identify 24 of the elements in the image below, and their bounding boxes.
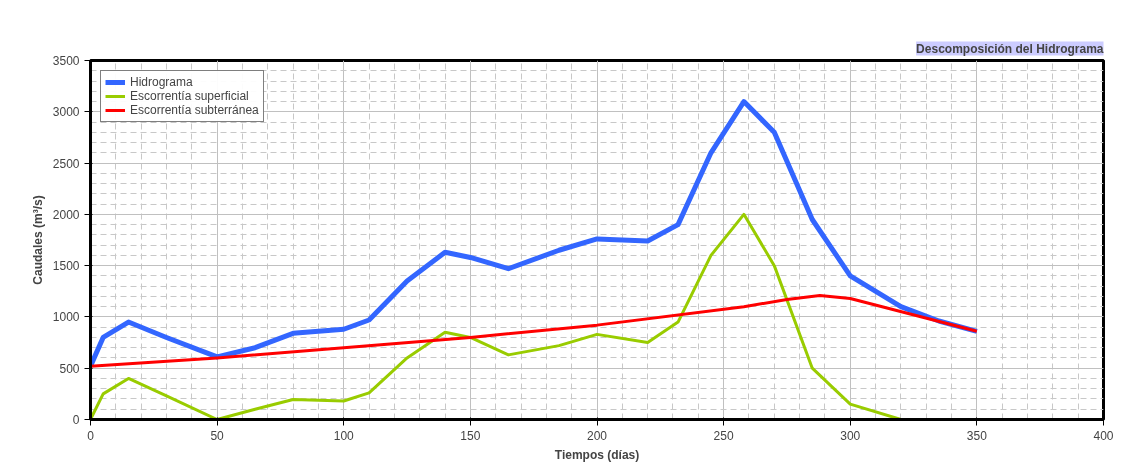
legend-label: Hidrograma [130,75,193,89]
x-tick-label: 300 [840,428,861,443]
x-tick-label: 350 [966,428,988,443]
x-tick-label: 400 [1093,428,1114,443]
x-tick-label: 150 [460,428,481,443]
x-tick-label: 0 [87,428,95,443]
y-tick-label: 500 [59,361,80,376]
legend-label: Escorrentía superficial [130,89,249,103]
y-axis-title: Caudales (m³/s) [30,195,45,285]
chart-title: Descomposición del Hidrograma [916,41,1104,56]
x-tick-label: 50 [210,428,225,443]
y-tick-label: 3500 [52,54,80,68]
y-tick-label: 3000 [52,105,80,120]
y-tick-label: 2000 [52,207,80,222]
x-tick-label: 100 [333,428,355,443]
legend-label: Escorrentía subterránea [130,103,259,117]
y-tick-label: 2500 [52,156,80,171]
y-tick-label: 1500 [52,259,80,274]
x-tick-label: 250 [713,428,734,443]
y-tick-label: 0 [72,413,80,427]
x-tick-label: 200 [586,428,608,443]
y-tick-label: 1000 [52,310,80,325]
x-axis-title: Tiempos (días) [554,447,640,462]
line-series [90,293,979,368]
